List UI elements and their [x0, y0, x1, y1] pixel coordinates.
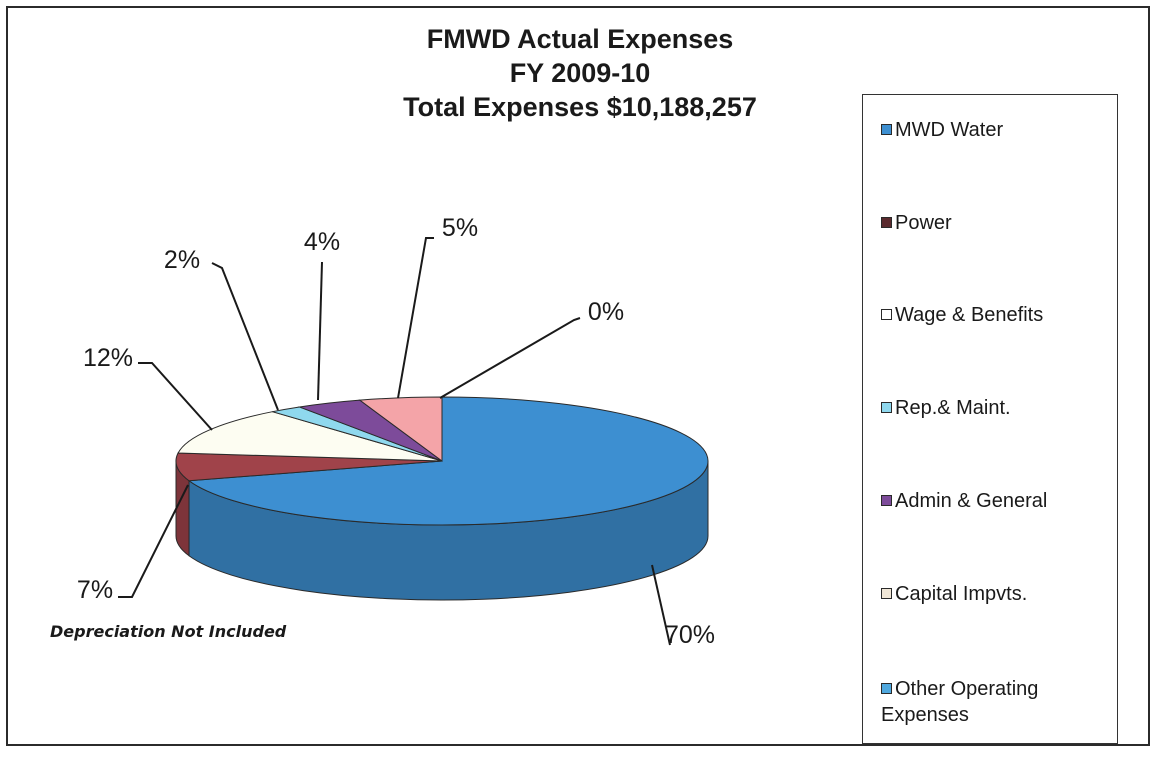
legend-label-other-operating: Other Operating Expenses: [881, 678, 1039, 726]
data-label-capital-impvts: 5%: [442, 214, 478, 242]
data-label-power: 7%: [77, 576, 113, 604]
data-label-rep-maint: 2%: [164, 246, 200, 274]
legend-label-wage-benefits: Wage & Benefits: [895, 304, 1044, 326]
title-line-1: FMWD Actual Expenses: [426, 24, 734, 54]
leader-line-power: [118, 484, 189, 598]
leader-line-mwd-water: [651, 564, 671, 646]
leader-line-wage-benefits: [138, 362, 213, 431]
legend-item-admin-general: Admin & General: [881, 488, 1111, 514]
legend-item-power: Power: [881, 210, 1111, 236]
legend-swatch-other-operating: [881, 683, 892, 694]
chart-legend: MWD Water Power Wage & Benefits Rep.& Ma…: [862, 94, 1118, 744]
legend-swatch-power: [881, 217, 892, 228]
pie-depth-group: [175, 460, 709, 601]
title-line-3: Total Expenses $10,188,257: [403, 92, 757, 122]
legend-label-capital-impvts: Capital Impvts.: [895, 583, 1028, 605]
leader-line-other-operating-expenses: [439, 317, 581, 399]
pie-slice-wage-benefits: [177, 411, 443, 462]
leader-line-rep-maint: [211, 262, 279, 411]
pie-slice-mwd-water: [187, 396, 709, 526]
pie-slice-power: [175, 452, 443, 482]
leader-line-admin-general: [317, 261, 323, 401]
legend-swatch-capital-impvts: [881, 588, 892, 599]
title-line-2: FY 2009-10: [509, 58, 651, 88]
legend-label-power: Power: [895, 212, 952, 234]
legend-item-wage-benefits: Wage & Benefits: [881, 302, 1111, 328]
legend-label-rep-maint: Rep.& Maint.: [895, 397, 1011, 419]
legend-swatch-mwd-water: [881, 124, 892, 135]
data-label-mwd-water: 70%: [665, 621, 715, 649]
legend-item-rep-maint: Rep.& Maint.: [881, 395, 1111, 421]
data-label-wage-benefits: 12%: [83, 344, 133, 372]
legend-item-capital-impvts: Capital Impvts.: [881, 581, 1111, 607]
legend-label-admin-general: Admin & General: [895, 490, 1048, 512]
legend-swatch-admin-general: [881, 495, 892, 506]
pie-labels: 70% 7% 12% 2% 4% 5% 0%: [77, 214, 715, 649]
legend-item-other-operating: Other Operating Expenses: [881, 676, 1111, 728]
legend-swatch-rep-maint: [881, 402, 892, 413]
data-label-other-operating-expenses: 0%: [588, 298, 624, 326]
chart-title: FMWD Actual Expenses FY 2009-10 Total Ex…: [330, 22, 830, 124]
pie-chart: 70% 7% 12% 2% 4% 5% 0%: [77, 214, 715, 649]
legend-label-mwd-water: MWD Water: [895, 119, 1004, 141]
legend-item-mwd-water: MWD Water: [881, 117, 1111, 143]
data-label-admin-general: 4%: [304, 228, 340, 256]
legend-swatch-wage-benefits: [881, 309, 892, 320]
pie-leader-lines: [118, 237, 671, 646]
chart-footnote: Depreciation Not Included: [50, 622, 287, 641]
pie-top-group: [175, 396, 709, 526]
leader-line-capital-impvts: [397, 237, 434, 399]
